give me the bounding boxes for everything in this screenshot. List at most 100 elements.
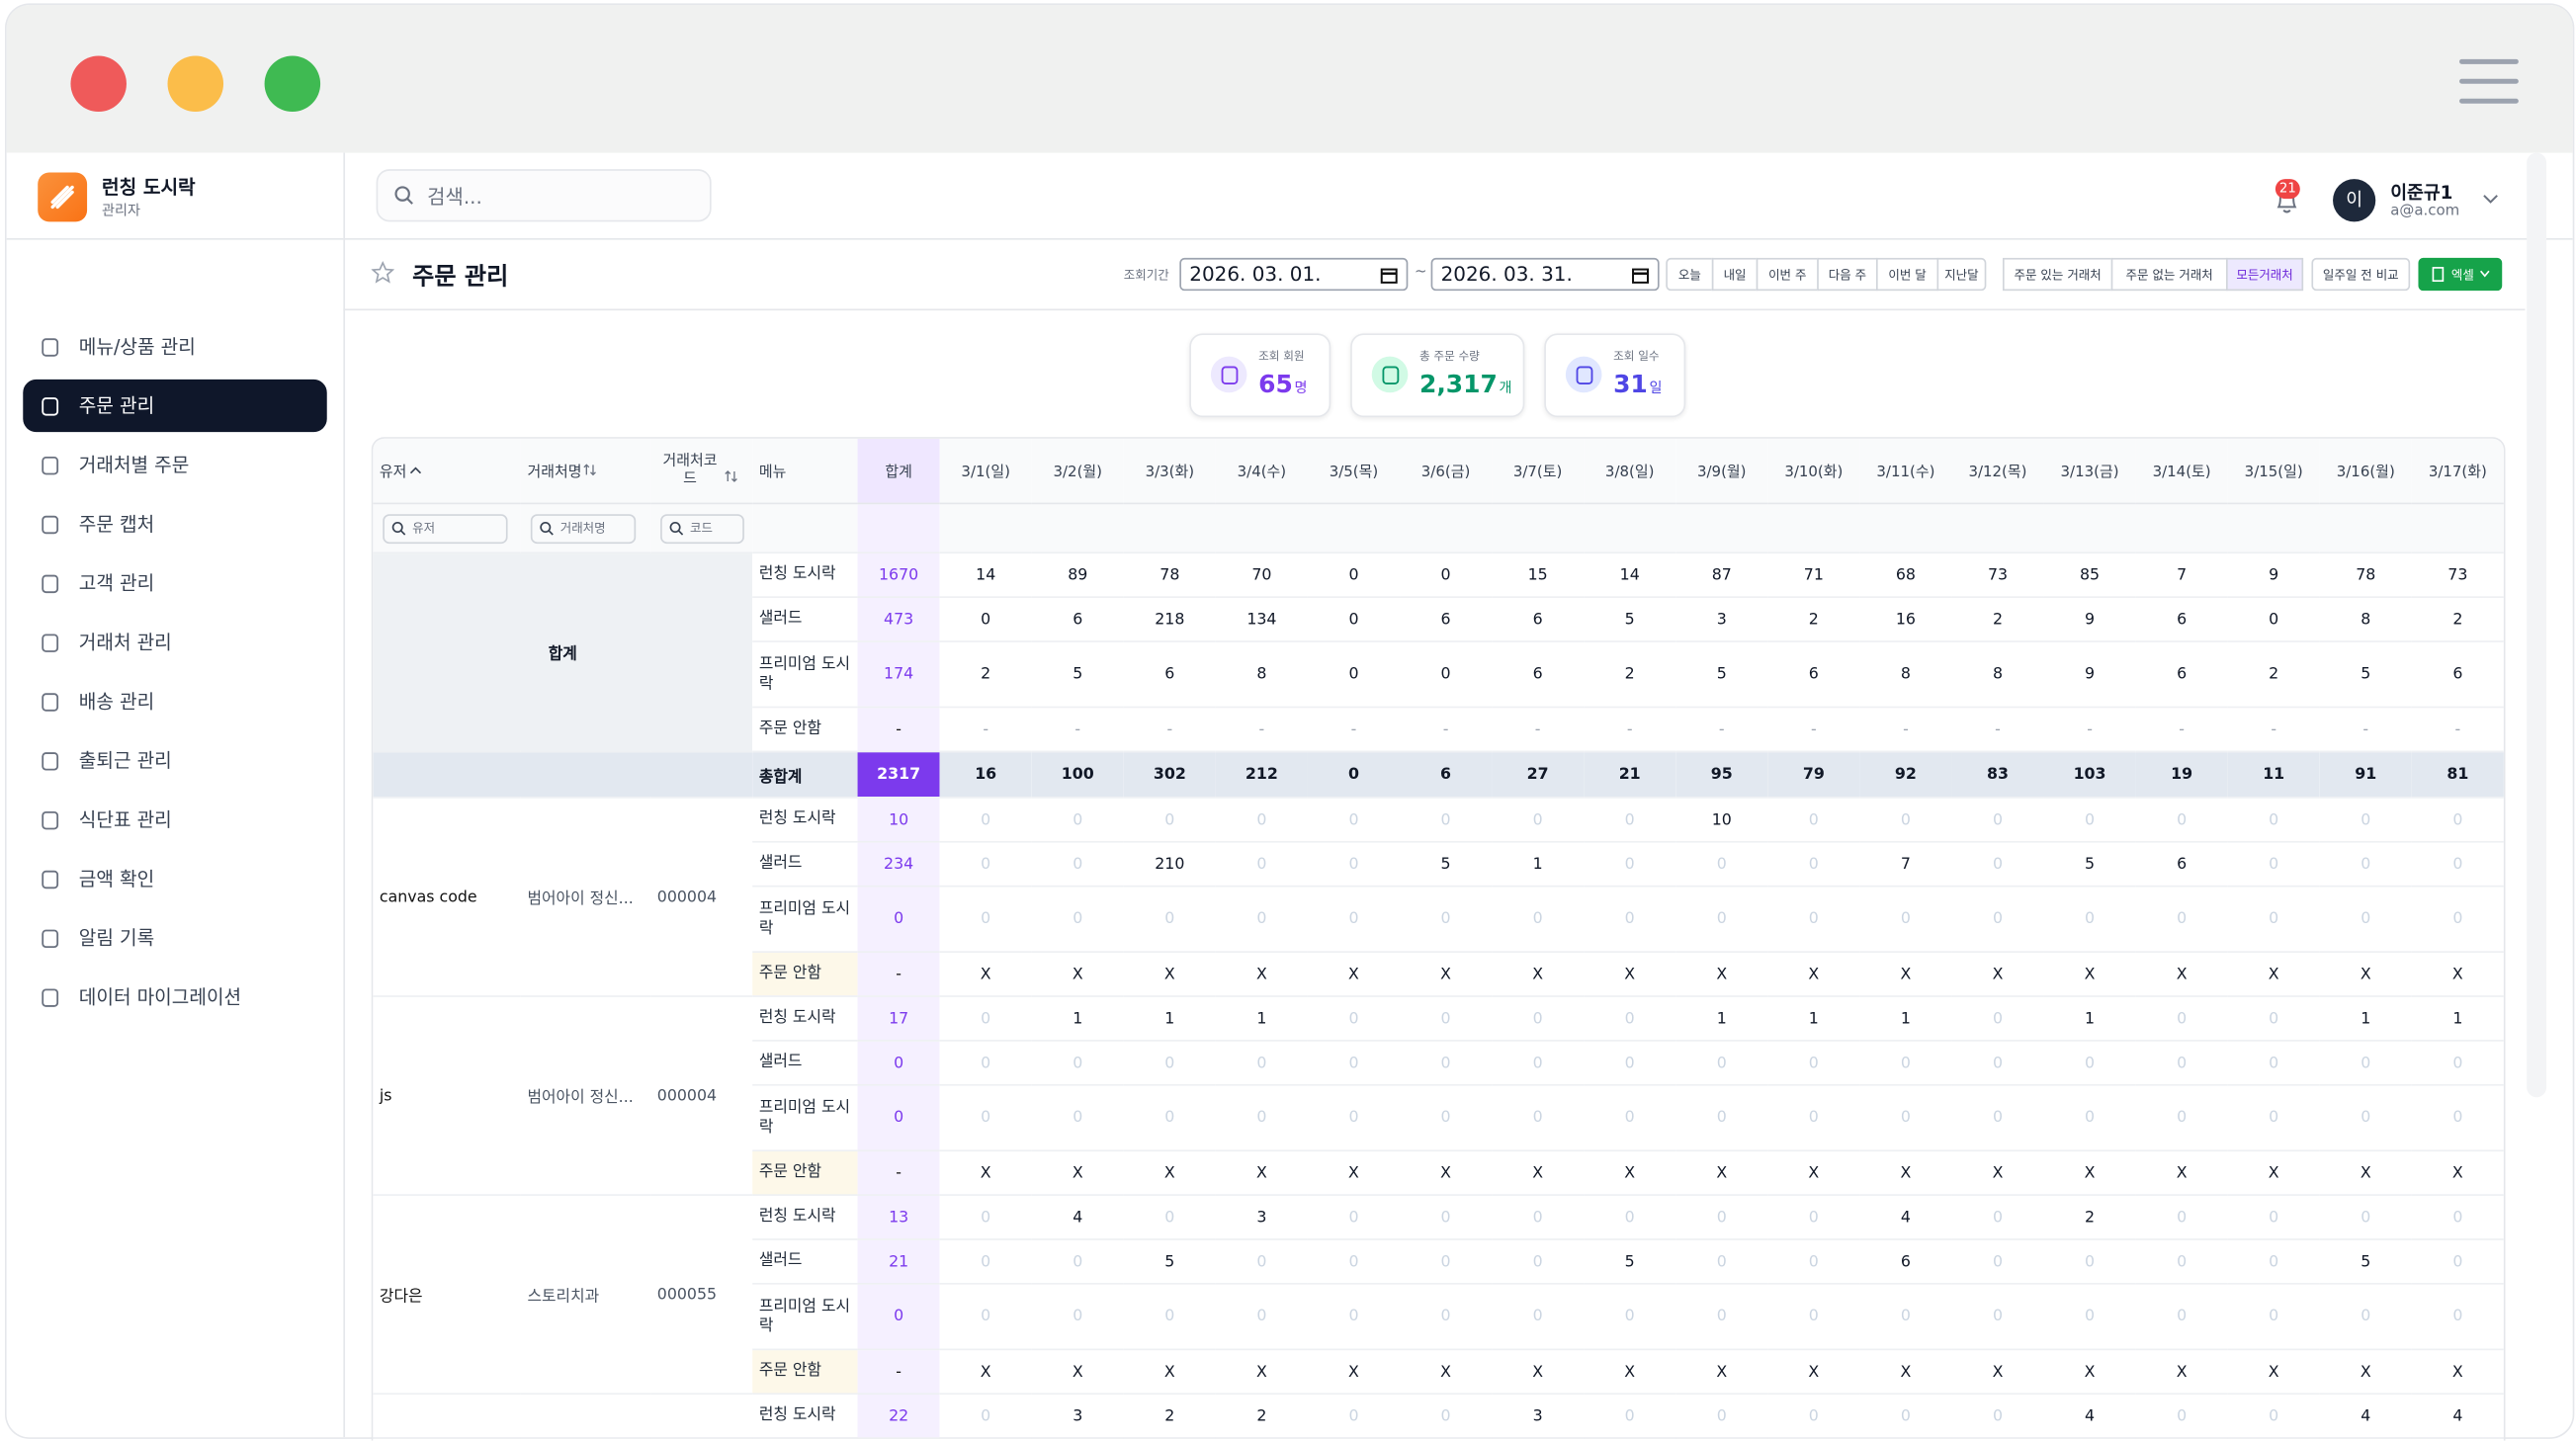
grand-total-day: 100 [1031,750,1124,799]
day-cell: 0 [1859,1393,1952,1439]
avatar[interactable]: 이 [2333,179,2376,222]
day-cell: 9 [2043,597,2136,642]
search-box[interactable]: 검색... [376,169,712,222]
range-button[interactable]: 이번 주 [1756,257,1819,292]
day-cell: 0 [1675,841,1768,888]
day-cell: 0 [2319,1040,2412,1086]
menu-item[interactable]: 식단표 관리 [23,794,326,846]
menu-item[interactable]: 데이터 마이그레이션 [23,971,326,1023]
day-cell: 0 [1951,1283,2044,1351]
total-cell: 17 [857,995,940,1042]
stat-glyph [1575,365,1592,384]
excel-button[interactable]: 엑셀 [2418,257,2503,292]
sort-icon[interactable] [582,464,599,476]
day-cell: 4 [2411,1393,2504,1439]
menu-item[interactable]: 주문 캡처 [23,498,326,551]
column-header[interactable]: 거래처코드 [650,438,753,505]
stat-unit: 명 [1294,381,1308,398]
filter-input[interactable]: 거래처명 [530,513,637,544]
end-date-input[interactable]: 2026. 03. 31. [1430,257,1660,292]
data-row: 주문 안함 - X X X X X X X X X X X X X X X X X [373,1150,2504,1196]
filter-row: 유저 거래처명 코드 [373,503,2504,554]
menu-item[interactable]: 고객 관리 [23,556,326,609]
client-filter-button[interactable]: 주문 없는 거래처 [2110,257,2228,292]
compare-button[interactable]: 일주일 전 비교 [2311,257,2411,292]
total-cell: 10 [857,797,940,843]
day-cell: 4 [1031,1194,1124,1240]
menu-item[interactable]: 금액 확인 [23,853,326,905]
day-cell: 0 [2411,886,2504,953]
data-row: js 범어아이 정신... 000004 런칭 도시락 17 0 1 1 1 0 0 0 0 1 1 1 0 1 0… [373,995,2504,1196]
range-button[interactable]: 다음 주 [1817,257,1878,292]
menu-item[interactable]: 배송 관리 [23,675,326,727]
day-cell: 0 [1767,797,1860,843]
user-cell: canvas code [373,797,521,997]
range-button[interactable]: 내일 [1711,257,1759,292]
day-cell: X [2227,1150,2320,1196]
day-cell: 0 [1767,841,1860,888]
day-cell: 1 [1675,995,1768,1042]
favorite-icon[interactable] [371,261,394,284]
menu-item[interactable]: 메뉴/상품 관리 [23,320,326,373]
day-cell: 14 [939,552,1032,598]
maximize-button[interactable] [264,55,321,113]
day-cell: 0 [1400,641,1493,709]
brand-role: 관리자 [102,204,141,220]
menu-label: 알림 기록 [78,926,155,950]
client-filter-button[interactable]: 모든거래처 [2226,257,2304,292]
menu-item[interactable]: 거래처 관리 [23,616,326,668]
chevron-icon[interactable] [2482,192,2499,205]
range-button[interactable]: 지난달 [1936,257,1987,292]
day-cell: 1 [1215,995,1308,1042]
close-button[interactable] [70,55,127,113]
filter-input[interactable]: 코드 [660,513,744,544]
stat-unit: 일 [1649,381,1663,398]
day-cell: X [1307,1150,1401,1196]
day-cell: 0 [1307,552,1401,598]
day-cell: 0 [1307,641,1401,709]
day-cell: 0 [1584,995,1676,1042]
data-row: 샐러드 0 0 0 0 0 0 0 0 0 0 0 0 0 0 0 0 0 0 [373,1040,2504,1086]
menu-item[interactable]: 출퇴근 관리 [23,734,326,787]
grand-total-day: 95 [1675,750,1768,799]
day-cell: 0 [1951,1194,2044,1240]
menu-button[interactable] [2459,54,2519,104]
menu-item[interactable]: 거래처별 주문 [23,439,326,491]
day-cell: 0 [1307,1283,1401,1351]
menu-item[interactable]: 주문 관리 [23,379,327,433]
notification-badge: 21 [2275,179,2300,200]
day-cell: 4 [2043,1393,2136,1439]
column-header[interactable]: 유저 [373,438,521,505]
filter-input[interactable]: 유저 [383,513,508,544]
menu-label: 거래처 관리 [78,631,172,654]
filter-placeholder: 거래처명 [559,520,606,536]
menu-item[interactable]: 알림 기록 [23,911,326,964]
day-cell: 5 [1031,641,1124,709]
client-filter-button[interactable]: 주문 있는 거래처 [2002,257,2113,292]
day-cell: 0 [1859,886,1952,953]
day-cell: 0 [939,1238,1032,1285]
day-cell: 0 [1584,886,1676,953]
sort-icon[interactable] [406,464,423,476]
grand-total-day: 91 [2319,750,2412,799]
day-cell: 0 [939,1283,1032,1351]
column-header[interactable]: 거래처명 [520,438,651,505]
range-button[interactable]: 오늘 [1666,257,1714,292]
day-cell: 0 [1215,841,1308,888]
minimize-button[interactable] [167,55,224,113]
day-cell: 0 [1584,1194,1676,1240]
day-cell: X [2411,1150,2504,1196]
scrollbar[interactable] [2527,152,2547,1098]
range-button[interactable]: 이번 달 [1876,257,1939,292]
day-cell: X [2227,1349,2320,1396]
day-cell: 0 [1307,1393,1401,1439]
day-cell: 0 [939,1194,1032,1240]
day-cell: 0 [1492,1040,1585,1086]
start-date-input[interactable]: 2026. 03. 01. [1179,257,1409,292]
column-header: 3/4(수) [1215,438,1308,505]
menu-line [2459,98,2519,104]
grand-total-day: 212 [1215,750,1308,799]
day-cell: 0 [2043,1283,2136,1351]
sort-icon[interactable] [723,469,739,482]
day-cell: 210 [1123,841,1216,888]
